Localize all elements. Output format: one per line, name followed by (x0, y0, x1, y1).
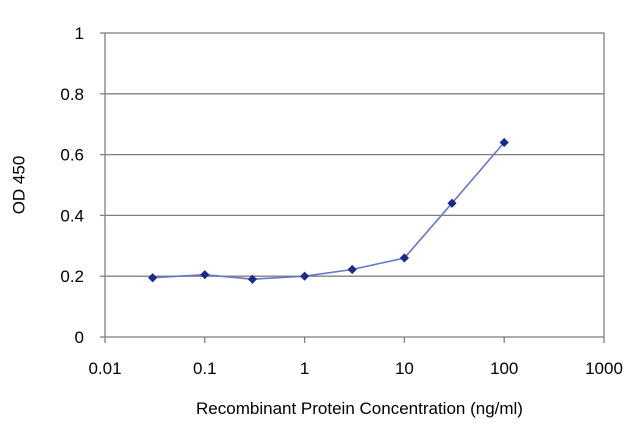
series-line (152, 141, 505, 281)
gridlines (105, 93, 604, 277)
data-point (300, 271, 310, 281)
data-point (499, 137, 509, 148)
y-tick-label: 0 (75, 328, 84, 347)
x-tick-label: 0.01 (88, 359, 121, 378)
data-point (200, 270, 210, 280)
data-point (399, 253, 409, 263)
series-group (148, 137, 509, 284)
data-point (148, 273, 158, 283)
data-point (447, 198, 457, 208)
plot-frame (104, 32, 605, 338)
y-tick-label: 0.4 (60, 206, 84, 225)
x-tick-label: 0.1 (193, 359, 217, 378)
x-axis-title: Recombinant Protein Concentration (ng/ml… (196, 399, 523, 418)
y-tick-label: 0.8 (60, 85, 84, 104)
data-point (347, 264, 357, 275)
x-tick-label: 10 (395, 359, 414, 378)
data-point (247, 274, 258, 284)
x-tick-label: 1000 (585, 359, 623, 378)
plot-area-border (104, 32, 605, 338)
y-axis-title: OD 450 (9, 156, 28, 215)
x-tick-label: 100 (490, 359, 518, 378)
x-axis-ticks: 0.01 0.1 1 10 100 1000 (88, 337, 623, 378)
y-tick-label: 0.2 (60, 267, 84, 286)
y-axis-ticks: 0 0.2 0.4 0.6 0.8 1 (60, 24, 105, 347)
y-tick-label: 1 (75, 24, 84, 43)
x-tick-label: 1 (300, 359, 309, 378)
y-tick-label: 0.6 (60, 146, 84, 165)
